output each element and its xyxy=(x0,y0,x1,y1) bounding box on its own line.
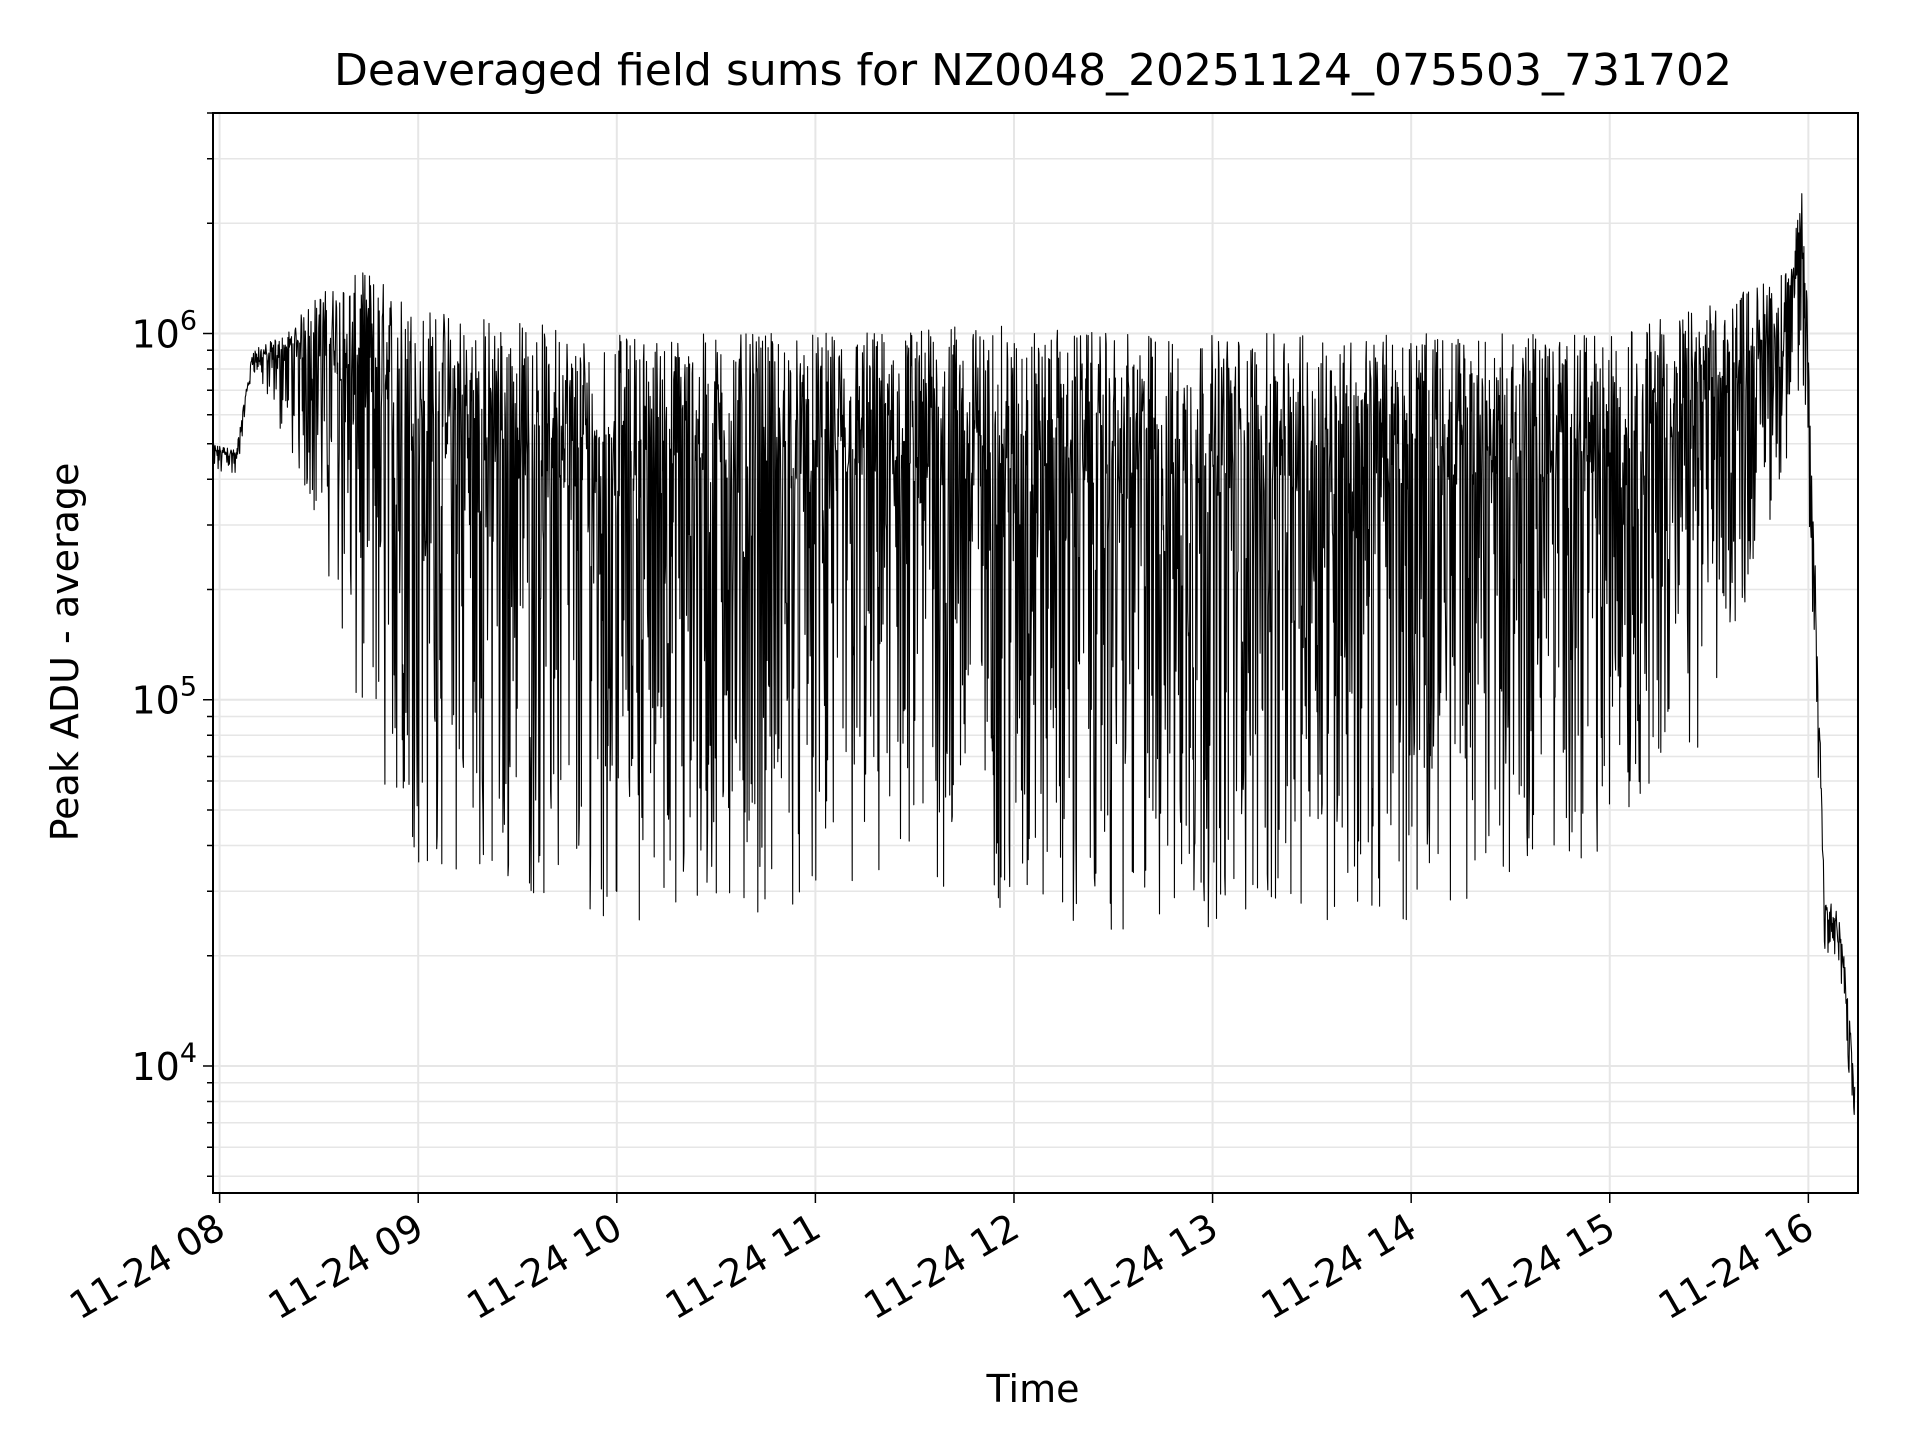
series-line xyxy=(212,193,1856,1116)
y-tick-label: 105 xyxy=(131,672,197,723)
y-axis-label: Peak ADU - average xyxy=(43,463,87,842)
x-axis-label: Time xyxy=(986,1367,1080,1411)
y-axis: 104 105 106 xyxy=(131,112,213,1177)
y-tick-label: 106 xyxy=(131,306,197,357)
series-group xyxy=(212,193,1856,1116)
plot-frame xyxy=(212,112,1859,1194)
y-tick-label: 104 xyxy=(131,1038,197,1089)
chart-title: Deaveraged field sums for NZ0048_2025112… xyxy=(334,45,1732,96)
